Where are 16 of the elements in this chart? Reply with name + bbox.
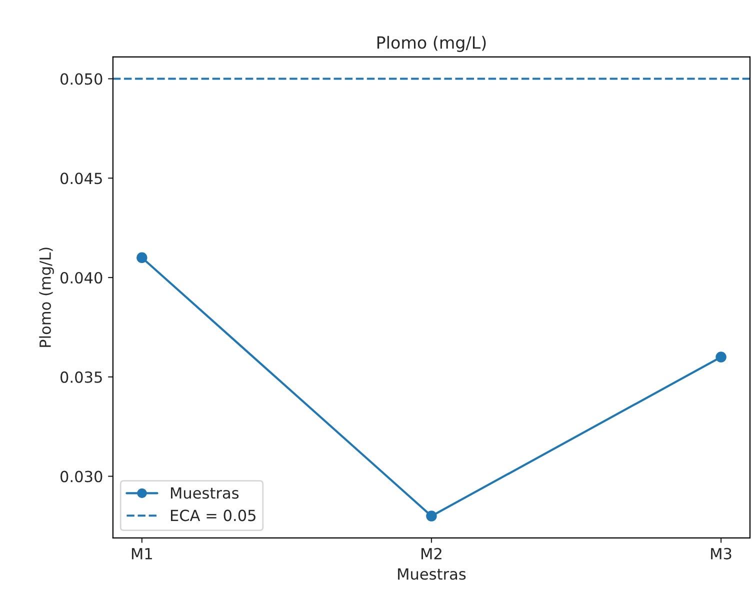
x-tick-label: M1 xyxy=(132,548,152,560)
chart-title: Plomo (mg/L) xyxy=(377,36,486,52)
y-tick-label: 0.030 xyxy=(60,470,102,482)
y-tick-label: 0.040 xyxy=(60,272,102,284)
legend-label: ECA = 0.05 xyxy=(170,510,256,522)
point xyxy=(136,252,148,264)
y-tick-label: 0.045 xyxy=(60,172,102,184)
x-tick-label: M3 xyxy=(711,548,732,560)
y-tick-label: 0.050 xyxy=(60,73,102,85)
point xyxy=(426,510,437,522)
legend-label: Muestras xyxy=(170,487,239,499)
x-axis-title: Muestras xyxy=(398,568,466,580)
point xyxy=(716,352,726,362)
y-axis-title: Plomo (mg/L) xyxy=(39,248,54,347)
y-tick-label: 0.035 xyxy=(60,371,102,383)
x-tick-label: M2 xyxy=(422,548,442,560)
